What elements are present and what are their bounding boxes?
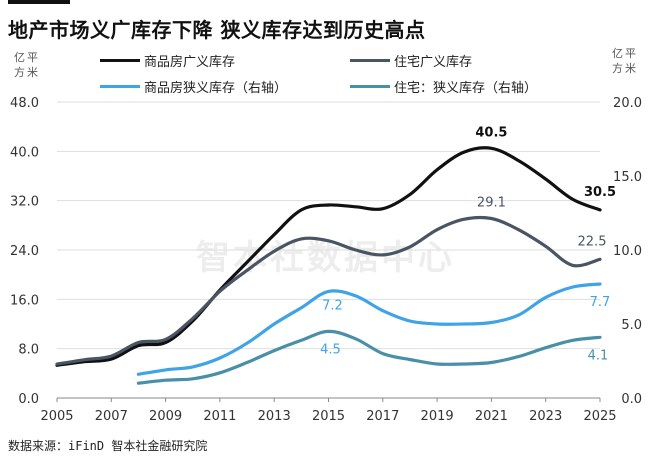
title-accent-bar	[8, 0, 70, 4]
y-left-tick-label: 0.0	[18, 392, 39, 407]
x-tick-label: 2019	[421, 409, 454, 424]
y-right-tick-label: 20.0	[613, 96, 642, 111]
data-label: 40.5	[475, 125, 507, 140]
legend-item-series-1: 商品房广义库存	[100, 50, 235, 70]
data-label: 7.2	[322, 298, 343, 313]
x-tick-label: 2013	[258, 409, 291, 424]
legend-swatch-series-2	[350, 58, 390, 62]
data-label: 30.5	[584, 185, 616, 200]
legend: 商品房广义库存 住宅广义库存 商品房狭义库存（右轴） 住宅：狭义库存（右轴）	[100, 50, 600, 100]
x-tick-label: 2017	[366, 409, 399, 424]
y-right-tick-label: 10.0	[613, 244, 642, 259]
right-axis-unit: 亿平方米	[612, 47, 638, 75]
data-source-note: 数据来源：iFinD 智本社金融研究院	[8, 439, 208, 453]
legend-label-series-4: 住宅：狭义库存（右轴）	[394, 80, 538, 96]
x-tick-label: 2015	[312, 409, 345, 424]
series-line-2	[55, 215, 602, 366]
y-left-tick-label: 32.0	[10, 195, 39, 210]
y-right-tick-label: 5.0	[621, 318, 642, 333]
y-left-tick-label: 8.0	[18, 343, 39, 358]
x-tick-label: 2009	[149, 409, 182, 424]
x-tick-label: 2021	[475, 409, 508, 424]
y-right-tick-label: 15.0	[613, 170, 642, 185]
legend-label-series-3: 商品房狭义库存（右轴）	[144, 80, 288, 96]
x-tick-label: 2023	[529, 409, 562, 424]
chart-title: 地产市场义广库存下降 狭义库存达到历史高点	[8, 18, 426, 42]
series-line-4	[136, 329, 602, 385]
legend-item-series-2: 住宅广义库存	[350, 50, 472, 70]
legend-swatch-series-4	[350, 84, 390, 88]
series-line-3	[136, 282, 602, 376]
y-left-tick-label: 16.0	[10, 293, 39, 308]
legend-item-series-4: 住宅：狭义库存（右轴）	[350, 76, 537, 96]
series-line-1	[55, 146, 602, 367]
y-left-tick-label: 48.0	[10, 96, 39, 111]
x-tick-label: 2005	[40, 409, 73, 424]
data-label: 4.1	[588, 348, 609, 363]
legend-swatch-series-3	[100, 84, 140, 88]
data-label: 22.5	[578, 234, 607, 249]
y-left-tick-label: 24.0	[10, 244, 39, 259]
data-label: 29.1	[477, 196, 506, 211]
y-right-tick-label: 0.0	[621, 392, 642, 407]
data-label: 7.7	[590, 295, 611, 310]
left-axis-unit: 亿平方米	[14, 51, 40, 79]
x-tick-label: 2011	[203, 409, 236, 424]
data-label: 4.5	[320, 342, 341, 357]
legend-label-series-1: 商品房广义库存	[144, 54, 236, 70]
legend-item-series-3: 商品房狭义库存（右轴）	[100, 76, 287, 96]
legend-swatch-series-1	[100, 58, 140, 62]
x-tick-label: 2025	[583, 409, 616, 424]
x-tick-label: 2007	[95, 409, 128, 424]
legend-label-series-2: 住宅广义库存	[394, 54, 473, 70]
y-left-tick-label: 40.0	[10, 145, 39, 160]
